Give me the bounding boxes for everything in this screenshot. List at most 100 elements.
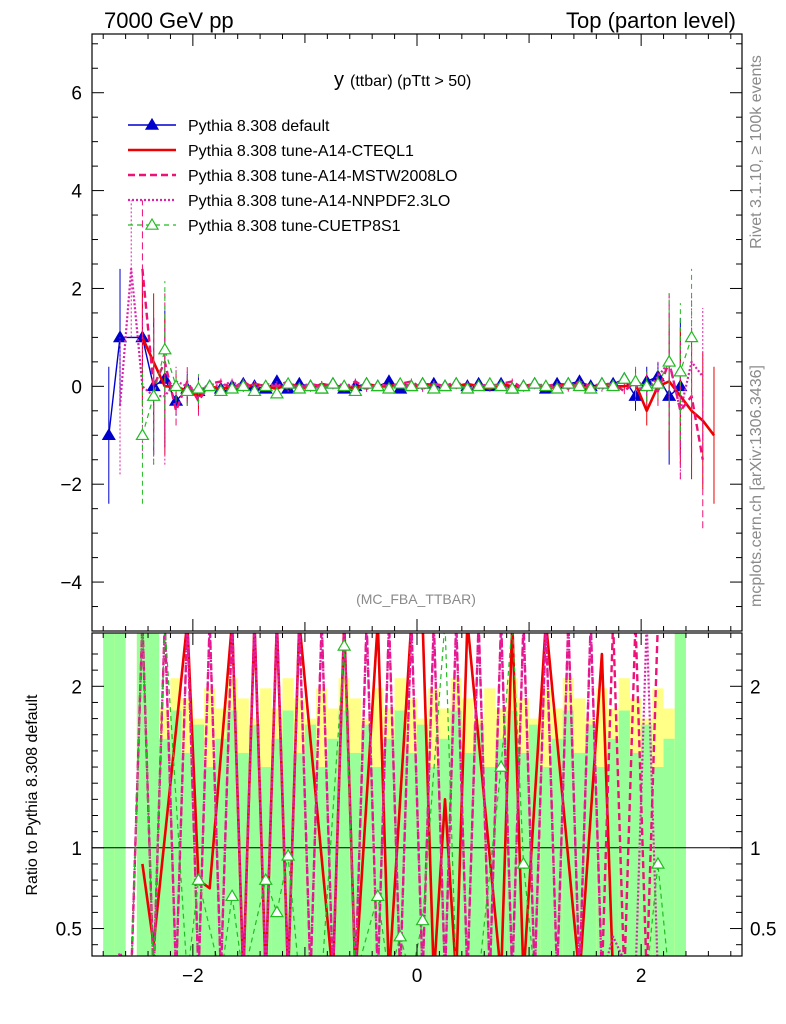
series-layer bbox=[101, 200, 716, 981]
data-point-cuetp8s1 bbox=[561, 376, 576, 389]
ratio-point-cuetp8s1 bbox=[225, 889, 240, 902]
ratio-point-cuetp8s1 bbox=[370, 889, 385, 902]
data-point-default bbox=[101, 428, 116, 441]
ratio-point-cuetp8s1 bbox=[663, 971, 675, 981]
data-point-cuetp8s1 bbox=[337, 379, 352, 392]
data-point-cuetp8s1 bbox=[471, 379, 486, 392]
ratio-band-green bbox=[181, 752, 193, 956]
main-y-tick-label: 4 bbox=[71, 182, 82, 203]
ratio-point-cuetp8s1 bbox=[337, 638, 352, 651]
data-point-cuetp8s1 bbox=[494, 379, 509, 392]
ratio-point-cuetp8s1 bbox=[607, 971, 619, 981]
ratio-band-green bbox=[226, 710, 238, 956]
data-point-cuetp8s1 bbox=[650, 376, 665, 389]
ratio-y-tick-label-right: 0.5 bbox=[750, 920, 776, 941]
ratio-band-green bbox=[562, 710, 574, 956]
ratio-band-green bbox=[450, 710, 462, 956]
ratio-band-green bbox=[349, 752, 361, 956]
data-point-cuetp8s1 bbox=[169, 379, 184, 392]
data-point-cuetp8s1 bbox=[157, 342, 172, 355]
ratio-band-green bbox=[540, 767, 552, 956]
ratio-point-cuetp8s1 bbox=[674, 971, 686, 981]
ratio-band-green bbox=[192, 724, 205, 956]
data-point-cuetp8s1 bbox=[572, 379, 587, 392]
ratio-point-cuetp8s1 bbox=[215, 971, 227, 981]
data-point-cuetp8s1 bbox=[292, 381, 307, 394]
ratio-point-cuetp8s1 bbox=[585, 971, 597, 981]
main-y-tick-label: −4 bbox=[60, 573, 82, 594]
ratio-band-green bbox=[338, 710, 350, 956]
ratio-band-green bbox=[148, 633, 160, 956]
data-point-cuetp8s1 bbox=[325, 376, 340, 389]
data-point-cuetp8s1 bbox=[370, 379, 385, 392]
data-point-cuetp8s1 bbox=[236, 379, 251, 392]
ratio-point-cuetp8s1 bbox=[136, 616, 148, 626]
ratio-band-green bbox=[114, 633, 126, 956]
data-point-cuetp8s1 bbox=[594, 376, 609, 389]
data-point-cuetp8s1 bbox=[180, 384, 195, 397]
ratio-point-cuetp8s1 bbox=[551, 971, 563, 981]
ratio-band-green bbox=[293, 752, 305, 956]
data-point-cuetp8s1 bbox=[583, 381, 598, 394]
data-point-cuetp8s1 bbox=[449, 376, 464, 389]
ratio-band-green bbox=[529, 724, 541, 956]
data-point-cuetp8s1 bbox=[415, 376, 430, 389]
main-y-tick-label: 6 bbox=[71, 84, 82, 105]
ratio-point-cuetp8s1 bbox=[506, 616, 518, 626]
legend-marker-default bbox=[144, 117, 160, 130]
main-y-tick-label: −2 bbox=[60, 475, 82, 496]
data-point-default bbox=[112, 330, 128, 343]
ratio-band-green bbox=[596, 767, 608, 956]
data-point-cuetp8s1 bbox=[639, 379, 654, 392]
data-point-cuetp8s1 bbox=[426, 381, 441, 394]
ratio-band-green bbox=[428, 767, 440, 956]
plot-title-sub: (ttbar) (pTtt > 50) bbox=[350, 73, 471, 90]
data-point-cuetp8s1 bbox=[281, 376, 296, 389]
data-point-cuetp8s1 bbox=[146, 388, 161, 401]
ratio-point-cuetp8s1 bbox=[269, 905, 284, 918]
ratio-y-tick-label-left: 2 bbox=[71, 677, 82, 698]
ratio-band-green bbox=[674, 633, 686, 956]
data-point-cuetp8s1 bbox=[538, 379, 553, 392]
data-point-cuetp8s1 bbox=[135, 428, 150, 441]
data-point-cuetp8s1 bbox=[404, 379, 419, 392]
ratio-point-cuetp8s1 bbox=[439, 616, 451, 626]
ratio-band-green bbox=[103, 633, 115, 956]
axes: −2 0 2 −4 −2 0 2 4 6 0.5 0.5 1 1 2 2 bbox=[56, 33, 776, 987]
main-y-tick-label: 2 bbox=[71, 279, 82, 300]
legend-label-default: Pythia 8.308 default bbox=[188, 118, 330, 135]
ratio-y-axis-label: Ratio to Pythia 8.308 default bbox=[24, 694, 41, 896]
ratio-band-green bbox=[372, 767, 384, 956]
ratio-point-cuetp8s1 bbox=[450, 971, 462, 981]
main-y-tick-label: 0 bbox=[71, 377, 82, 398]
ratio-point-cuetp8s1 bbox=[650, 856, 665, 869]
ratio-band-green bbox=[260, 767, 272, 956]
ratio-point-cuetp8s1 bbox=[148, 971, 160, 981]
ratio-point-cuetp8s1 bbox=[281, 848, 296, 861]
ratio-point-cuetp8s1 bbox=[293, 971, 305, 981]
ratio-band-green bbox=[517, 752, 530, 956]
data-point-cuetp8s1 bbox=[662, 354, 677, 367]
ratio-band-green bbox=[506, 710, 518, 956]
ratio-band-green bbox=[248, 724, 261, 956]
data-point-cuetp8s1 bbox=[225, 381, 240, 394]
header-right: Top (parton level) bbox=[566, 8, 736, 33]
data-point-cuetp8s1 bbox=[359, 376, 374, 389]
ratio-point-cuetp8s1 bbox=[349, 971, 361, 981]
ratio-band-green bbox=[405, 752, 417, 956]
data-point-cuetp8s1 bbox=[258, 379, 273, 392]
data-point-cuetp8s1 bbox=[482, 376, 497, 389]
ratio-point-cuetp8s1 bbox=[258, 872, 273, 885]
ratio-band-green bbox=[618, 710, 630, 956]
data-point-cuetp8s1 bbox=[348, 384, 363, 397]
data-point-cuetp8s1 bbox=[527, 376, 542, 389]
ratio-y-tick-label-left: 1 bbox=[71, 839, 82, 860]
ratio-band-green bbox=[629, 752, 642, 956]
data-point-cuetp8s1 bbox=[202, 379, 217, 392]
x-tick-label: 0 bbox=[412, 966, 423, 987]
ratio-band-green bbox=[204, 767, 216, 956]
ratio-band-green bbox=[170, 710, 182, 956]
data-point-cuetp8s1 bbox=[516, 379, 531, 392]
ratio-band-green bbox=[136, 633, 149, 956]
ratio-line-cteql1 bbox=[141, 633, 614, 956]
